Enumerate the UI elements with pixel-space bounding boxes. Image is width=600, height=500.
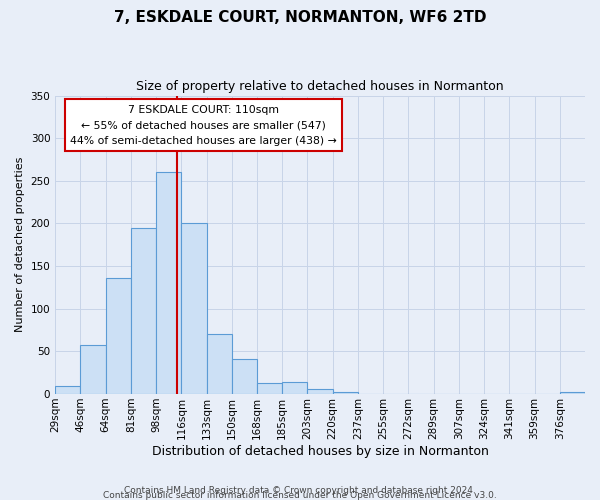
Bar bbox=[55, 386, 80, 394]
Bar bbox=[332, 392, 358, 394]
Bar bbox=[156, 172, 181, 394]
Text: Contains HM Land Registry data © Crown copyright and database right 2024.: Contains HM Land Registry data © Crown c… bbox=[124, 486, 476, 495]
Y-axis label: Number of detached properties: Number of detached properties bbox=[15, 157, 25, 332]
Bar bbox=[282, 382, 307, 394]
Bar bbox=[206, 334, 232, 394]
Bar bbox=[80, 346, 106, 394]
Bar bbox=[106, 278, 131, 394]
Bar bbox=[131, 228, 156, 394]
Text: Contains public sector information licensed under the Open Government Licence v3: Contains public sector information licen… bbox=[103, 491, 497, 500]
Text: 7, ESKDALE COURT, NORMANTON, WF6 2TD: 7, ESKDALE COURT, NORMANTON, WF6 2TD bbox=[114, 10, 486, 25]
Title: Size of property relative to detached houses in Normanton: Size of property relative to detached ho… bbox=[136, 80, 504, 93]
Text: 7 ESKDALE COURT: 110sqm
← 55% of detached houses are smaller (547)
44% of semi-d: 7 ESKDALE COURT: 110sqm ← 55% of detache… bbox=[70, 104, 337, 146]
Bar bbox=[307, 389, 332, 394]
X-axis label: Distribution of detached houses by size in Normanton: Distribution of detached houses by size … bbox=[152, 444, 488, 458]
Bar bbox=[257, 383, 282, 394]
Bar bbox=[181, 224, 206, 394]
Bar bbox=[232, 359, 257, 394]
Bar bbox=[560, 392, 585, 394]
